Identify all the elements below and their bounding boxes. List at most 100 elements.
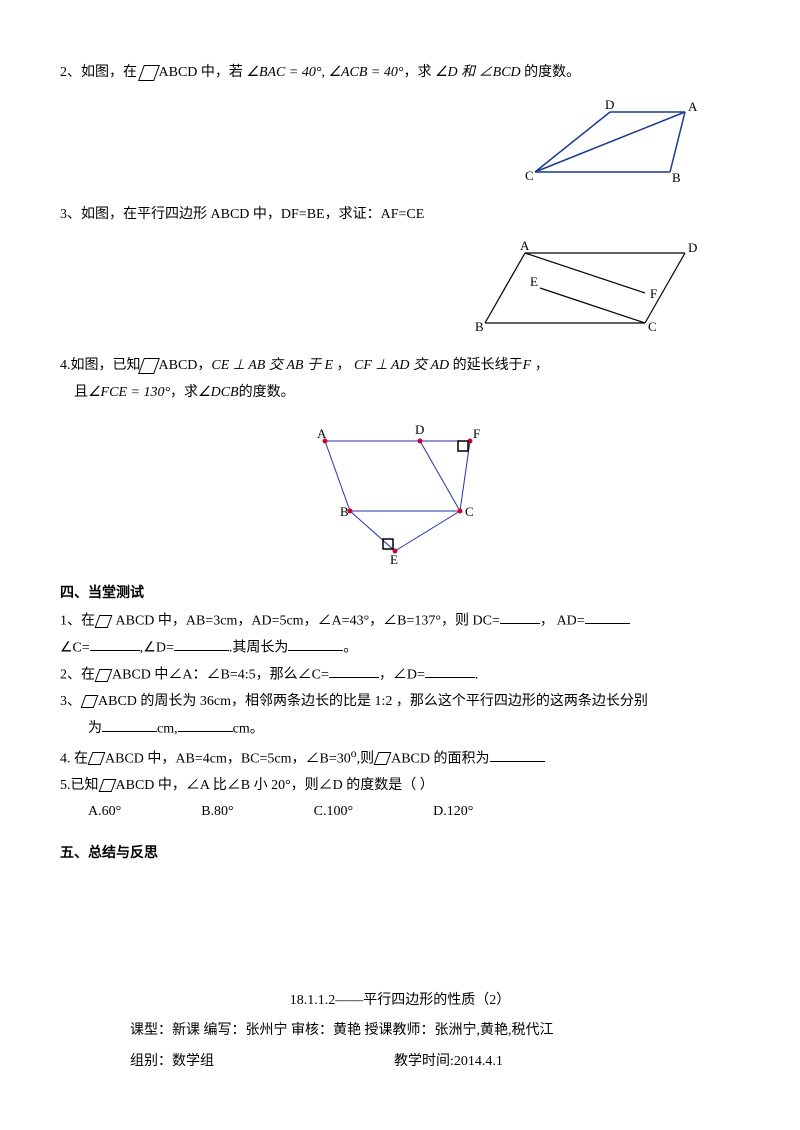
t5a: 5.已知 (60, 778, 99, 793)
footer-date: 教学时间:2014.4.1 (394, 1049, 503, 1076)
footer-line-1: 课型：新课 编写：张州宁 审核：黄艳 授课教师：张洲宁,黄艳,税代江 (130, 1018, 740, 1045)
footer-org: 组别：数学组 (130, 1054, 214, 1069)
question-3: 3、如图，在平行四边形 ABCD 中，DF=BE，求证：AF=CE (60, 202, 740, 229)
t2a: 2、在 (60, 667, 95, 682)
q4-ang: ∠FCE = 130° (88, 385, 170, 400)
blank (585, 608, 630, 624)
figure-3-row: A D F B C E (60, 416, 740, 566)
q4-cond1: CE ⊥ AB 交 AB 于 E (211, 358, 333, 373)
t1b: ABCD 中，AB=3cm，AD=5cm，∠A=43°，∠B=137°，则 DC… (112, 613, 500, 628)
parallelogram-icon (95, 615, 113, 628)
t4aa: ABCD 中，AB=4cm，BC=5cm，∠B=30 (105, 751, 351, 766)
q2-pre: 2、如图，在 (60, 65, 141, 80)
q2-ask: ∠D 和 ∠BCD (435, 65, 521, 80)
t4b: ,则 (357, 751, 375, 766)
svg-text:D: D (688, 240, 697, 255)
figure-3: A D F B C E (295, 416, 505, 566)
parallelogram-icon (95, 669, 113, 682)
q4-ask2: ∠DCB (198, 385, 239, 400)
choice-d: D.120° (433, 799, 473, 826)
footer-line-2: 组别：数学组 教学时间:2014.4.1 (130, 1049, 740, 1076)
test-3: 3、 ABCD 的周长为 36cm，相邻两条边长的比是 1:2 ，那么这个平行四边… (60, 689, 740, 743)
q2-post: ，求 (403, 65, 435, 80)
blank (288, 635, 343, 651)
svg-text:B: B (475, 319, 484, 334)
parallelogram-icon (81, 695, 99, 708)
q2-end: 的度数。 (521, 65, 581, 80)
svg-text:C: C (525, 168, 534, 183)
blank (329, 662, 379, 678)
t4a: 4. 在 (60, 751, 88, 766)
t1g: 。 (343, 640, 357, 655)
test-2: 2、在 ABCD 中∠A：∠B=4:5，那么∠C= ，∠D=. (60, 662, 740, 689)
svg-text:B: B (672, 170, 681, 185)
svg-text:E: E (530, 274, 538, 289)
svg-text:D: D (605, 97, 614, 112)
q4-sep: ， (333, 358, 354, 373)
choice-c: C.100° (314, 799, 353, 826)
blank (90, 635, 140, 651)
svg-text:A: A (520, 238, 530, 253)
question-2: 2、如图，在 ABCD 中，若 ∠BAC = 40°, ∠ACB = 40°，求… (60, 60, 740, 87)
blank (178, 716, 233, 732)
choices: A.60° B.80° C.100° D.120° (88, 799, 740, 826)
t2d: . (475, 667, 479, 682)
parallelogram-icon (98, 779, 116, 792)
svg-text:C: C (648, 319, 657, 334)
svg-text:D: D (415, 422, 424, 437)
test-5: 5.已知 ABCD 中，∠A 比∠B 小 20°，则∠D 的度数是（ ） A.60… (60, 773, 740, 826)
svg-text:C: C (465, 504, 474, 519)
t3e: cm。 (233, 721, 264, 736)
svg-text:B: B (340, 504, 349, 519)
q4-l2pre: 且 (74, 385, 88, 400)
q4-cond2: CF ⊥ AD 交 AD (354, 358, 449, 373)
blank (102, 716, 157, 732)
q4-pre: 4.如图，已知 (60, 358, 141, 373)
t2c: ，∠D= (379, 667, 425, 682)
t1e: ,∠D= (140, 640, 174, 655)
q3-text: 3、如图，在平行四边形 ABCD 中，DF=BE，求证：AF=CE (60, 207, 424, 222)
t2b: ABCD 中∠A：∠B=4:5，那么∠C= (112, 667, 329, 682)
section-4-title: 四、当堂测试 (60, 581, 740, 608)
svg-text:E: E (390, 552, 398, 566)
q2-mid: ABCD 中，若 (159, 65, 247, 80)
svg-text:F: F (650, 286, 657, 301)
blank (174, 635, 229, 651)
blank (500, 608, 540, 624)
q2-cond: ∠BAC = 40°, ∠ACB = 40° (246, 65, 403, 80)
q4-mid: ABCD， (159, 358, 212, 373)
t4bb: ABCD 的面积为 (391, 751, 489, 766)
q4-post: 的延长线于 (449, 358, 523, 373)
blank (490, 746, 545, 762)
choice-b: B.80° (201, 799, 233, 826)
t1d: ∠C= (60, 640, 90, 655)
svg-text:A: A (688, 99, 698, 114)
t3c: 为 (88, 721, 102, 736)
test-1: 1、在 ABCD 中，AB=3cm，AD=5cm，∠A=43°，∠B=137°，… (60, 608, 740, 662)
t5b: ABCD 中，∠A 比∠B 小 20°，则∠D 的度数是（ ） (116, 778, 434, 793)
t1f: .其周长为 (229, 640, 289, 655)
svg-text:F: F (473, 426, 480, 441)
q4-l2end: 的度数。 (239, 385, 295, 400)
blank (425, 662, 475, 678)
t3a: 3、 (60, 694, 81, 709)
figure-1-row: D A C B (60, 97, 700, 187)
parallelogram-icon (374, 752, 392, 765)
t1c: ， AD= (540, 613, 585, 628)
q4-l2mid: ，求 (170, 385, 198, 400)
section-5-title: 五、总结与反思 (60, 841, 740, 868)
question-4: 4.如图，已知 ABCD，CE ⊥ AB 交 AB 于 E ， CF ⊥ AD 交… (60, 353, 740, 406)
choice-a: A.60° (88, 799, 121, 826)
q4-F: F (523, 358, 532, 373)
t3b: ABCD 的周长为 36cm，相邻两条边长的比是 1:2 ，那么这个平行四边形的… (98, 694, 648, 709)
q4-comma: ， (531, 358, 549, 373)
figure-2-row: A D B C E F (60, 238, 700, 338)
figure-1: D A C B (520, 97, 700, 187)
t1a: 1、在 (60, 613, 95, 628)
test-4: 4. 在ABCD 中，AB=4cm，BC=5cm，∠B=30o,则ABCD 的面… (60, 743, 740, 773)
t3d: cm, (157, 721, 178, 736)
figure-2: A D B C E F (470, 238, 700, 338)
svg-text:A: A (317, 426, 327, 441)
footer-title: 18.1.1.2——平行四边形的性质（2） (60, 988, 740, 1015)
parallelogram-icon (88, 752, 106, 765)
